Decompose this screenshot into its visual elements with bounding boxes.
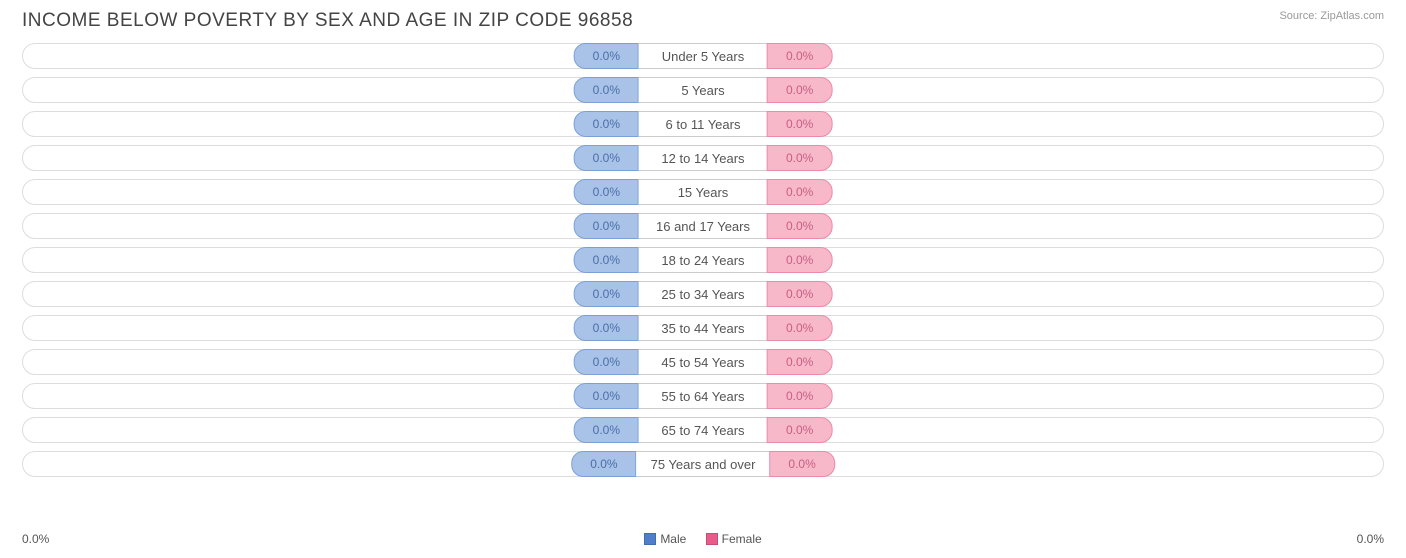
chart-row: 0.0%65 to 74 Years0.0% xyxy=(22,414,1384,446)
female-value: 0.0% xyxy=(767,383,832,409)
category-label: 35 to 44 Years xyxy=(639,315,767,341)
male-value: 0.0% xyxy=(574,179,639,205)
row-center-block: 0.0%45 to 54 Years0.0% xyxy=(574,349,833,375)
category-label: 5 Years xyxy=(639,77,767,103)
male-value: 0.0% xyxy=(574,213,639,239)
female-value: 0.0% xyxy=(767,349,832,375)
female-value: 0.0% xyxy=(767,179,832,205)
row-center-block: 0.0%15 Years0.0% xyxy=(574,179,833,205)
male-value: 0.0% xyxy=(574,247,639,273)
chart-row: 0.0%25 to 34 Years0.0% xyxy=(22,278,1384,310)
category-label: 18 to 24 Years xyxy=(639,247,767,273)
chart-row: 0.0%55 to 64 Years0.0% xyxy=(22,380,1384,412)
chart-row: 0.0%75 Years and over0.0% xyxy=(22,448,1384,480)
legend-male-label: Male xyxy=(660,532,686,546)
chart-source: Source: ZipAtlas.com xyxy=(1279,10,1384,22)
male-value: 0.0% xyxy=(574,281,639,307)
female-value: 0.0% xyxy=(767,315,832,341)
chart-row: 0.0%35 to 44 Years0.0% xyxy=(22,312,1384,344)
female-value: 0.0% xyxy=(767,145,832,171)
female-value: 0.0% xyxy=(769,451,834,477)
female-value: 0.0% xyxy=(767,77,832,103)
chart-row: 0.0%5 Years0.0% xyxy=(22,74,1384,106)
category-label: 65 to 74 Years xyxy=(639,417,767,443)
row-center-block: 0.0%18 to 24 Years0.0% xyxy=(574,247,833,273)
chart-row: 0.0%6 to 11 Years0.0% xyxy=(22,108,1384,140)
category-label: Under 5 Years xyxy=(639,43,767,69)
chart-row: 0.0%45 to 54 Years0.0% xyxy=(22,346,1384,378)
chart-row: 0.0%15 Years0.0% xyxy=(22,176,1384,208)
category-label: 15 Years xyxy=(639,179,767,205)
legend-female: Female xyxy=(706,532,762,546)
category-label: 16 and 17 Years xyxy=(639,213,767,239)
female-value: 0.0% xyxy=(767,247,832,273)
chart-area: 0.0%Under 5 Years0.0%0.0%5 Years0.0%0.0%… xyxy=(0,38,1406,480)
male-value: 0.0% xyxy=(571,451,636,477)
female-swatch-icon xyxy=(706,533,718,545)
row-center-block: 0.0%12 to 14 Years0.0% xyxy=(574,145,833,171)
male-value: 0.0% xyxy=(574,77,639,103)
chart-footer: Male Female xyxy=(0,532,1406,546)
legend: Male Female xyxy=(22,532,1384,546)
axis-right-label: 0.0% xyxy=(1357,532,1384,546)
row-center-block: 0.0%25 to 34 Years0.0% xyxy=(574,281,833,307)
chart-header: INCOME BELOW POVERTY BY SEX AND AGE IN Z… xyxy=(0,0,1406,38)
male-swatch-icon xyxy=(644,533,656,545)
male-value: 0.0% xyxy=(574,315,639,341)
male-value: 0.0% xyxy=(574,145,639,171)
category-label: 25 to 34 Years xyxy=(639,281,767,307)
row-center-block: 0.0%6 to 11 Years0.0% xyxy=(574,111,833,137)
row-center-block: 0.0%55 to 64 Years0.0% xyxy=(574,383,833,409)
row-center-block: 0.0%75 Years and over0.0% xyxy=(571,451,835,477)
female-value: 0.0% xyxy=(767,213,832,239)
category-label: 6 to 11 Years xyxy=(639,111,767,137)
male-value: 0.0% xyxy=(574,111,639,137)
legend-female-label: Female xyxy=(722,532,762,546)
row-center-block: 0.0%65 to 74 Years0.0% xyxy=(574,417,833,443)
axis-left-label: 0.0% xyxy=(22,532,49,546)
row-center-block: 0.0%35 to 44 Years0.0% xyxy=(574,315,833,341)
chart-row: 0.0%12 to 14 Years0.0% xyxy=(22,142,1384,174)
female-value: 0.0% xyxy=(767,417,832,443)
male-value: 0.0% xyxy=(574,417,639,443)
category-label: 45 to 54 Years xyxy=(639,349,767,375)
female-value: 0.0% xyxy=(767,281,832,307)
male-value: 0.0% xyxy=(574,383,639,409)
row-center-block: 0.0%Under 5 Years0.0% xyxy=(574,43,833,69)
male-value: 0.0% xyxy=(574,349,639,375)
row-center-block: 0.0%16 and 17 Years0.0% xyxy=(574,213,833,239)
row-center-block: 0.0%5 Years0.0% xyxy=(574,77,833,103)
female-value: 0.0% xyxy=(767,43,832,69)
female-value: 0.0% xyxy=(767,111,832,137)
category-label: 75 Years and over xyxy=(637,451,770,477)
male-value: 0.0% xyxy=(574,43,639,69)
chart-title: INCOME BELOW POVERTY BY SEX AND AGE IN Z… xyxy=(22,10,633,32)
chart-row: 0.0%18 to 24 Years0.0% xyxy=(22,244,1384,276)
legend-male: Male xyxy=(644,532,689,546)
chart-row: 0.0%Under 5 Years0.0% xyxy=(22,40,1384,72)
category-label: 55 to 64 Years xyxy=(639,383,767,409)
chart-row: 0.0%16 and 17 Years0.0% xyxy=(22,210,1384,242)
category-label: 12 to 14 Years xyxy=(639,145,767,171)
